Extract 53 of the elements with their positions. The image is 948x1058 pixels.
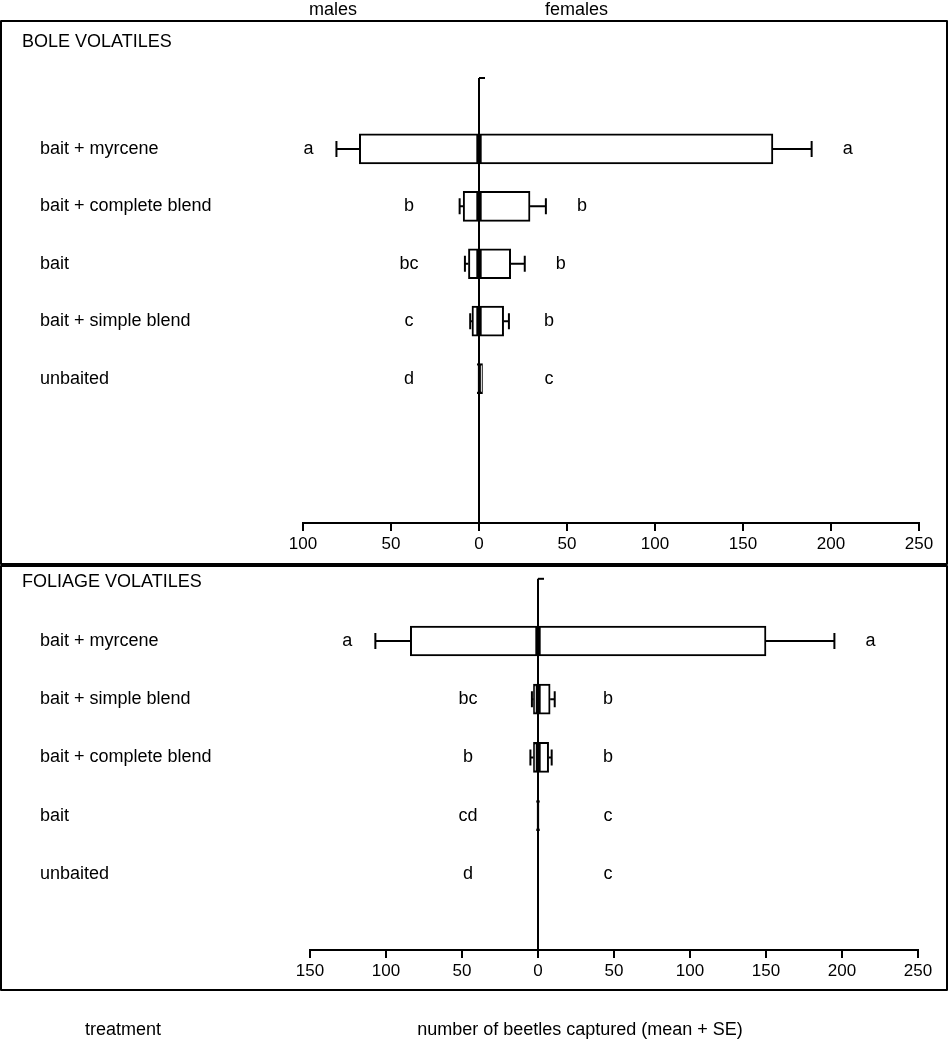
- y-tick-label: bait + simple blend: [40, 688, 191, 709]
- annotation: b: [543, 310, 555, 331]
- annotation: b: [555, 252, 566, 273]
- annotation: c: [544, 367, 554, 388]
- annotation: b: [602, 688, 614, 709]
- x-axis-title: number of beetles captured (mean + SE): [417, 1018, 743, 1039]
- annotation: bc: [458, 688, 478, 709]
- x-tick-label: 0: [474, 533, 484, 553]
- y-tick-label: bait: [40, 804, 70, 825]
- x-tick-label: 50: [604, 960, 624, 980]
- annotation: b: [576, 195, 587, 216]
- x-tick-label: 150: [295, 960, 325, 980]
- x-tick-label: 50: [381, 533, 401, 553]
- text: FOLIAGE VOLATILES: [22, 570, 202, 591]
- x-tick-label: 0: [533, 960, 543, 980]
- y-tick-label: bait + complete blend: [40, 746, 212, 767]
- annotation: bc: [399, 252, 419, 273]
- x-tick-label: 150: [751, 960, 781, 980]
- annotation: b: [602, 746, 614, 767]
- x-tick-label: 250: [904, 533, 934, 553]
- text: females: [545, 0, 609, 19]
- y-tick-label: bait + complete blend: [40, 195, 212, 216]
- annotation: a: [865, 629, 877, 650]
- y-tick-label: bait + myrcene: [40, 629, 159, 650]
- annotation: a: [342, 629, 354, 650]
- annotation: c: [603, 804, 613, 825]
- x-tick-label: 50: [557, 533, 577, 553]
- annotation: c: [404, 310, 414, 331]
- y-tick-label: bait + simple blend: [40, 310, 191, 331]
- y-axis-title: treatment: [84, 1018, 162, 1039]
- annotation: a: [842, 137, 854, 158]
- y-tick-label: bait: [40, 252, 70, 273]
- y-tick-label: unbaited: [40, 367, 110, 388]
- text: males: [308, 0, 357, 19]
- x-tick-label: 200: [816, 533, 846, 553]
- annotation: d: [462, 862, 474, 883]
- annotation: cd: [458, 804, 478, 825]
- x-tick-label: 200: [827, 960, 857, 980]
- annotation: d: [403, 367, 415, 388]
- x-tick-label: 100: [640, 533, 670, 553]
- x-tick-label: 100: [675, 960, 705, 980]
- text: BOLE VOLATILES: [22, 30, 172, 51]
- x-tick-label: 150: [728, 533, 758, 553]
- annotation: b: [462, 746, 474, 767]
- x-tick-label: 50: [452, 960, 472, 980]
- annotation: b: [403, 195, 415, 216]
- x-tick-label: 100: [371, 960, 401, 980]
- annotation: c: [603, 862, 613, 883]
- x-tick-label: 100: [288, 533, 318, 553]
- annotation: a: [303, 137, 315, 158]
- x-tick-label: 250: [903, 960, 933, 980]
- y-tick-label: unbaited: [40, 862, 110, 883]
- y-tick-label: bait + myrcene: [40, 137, 159, 158]
